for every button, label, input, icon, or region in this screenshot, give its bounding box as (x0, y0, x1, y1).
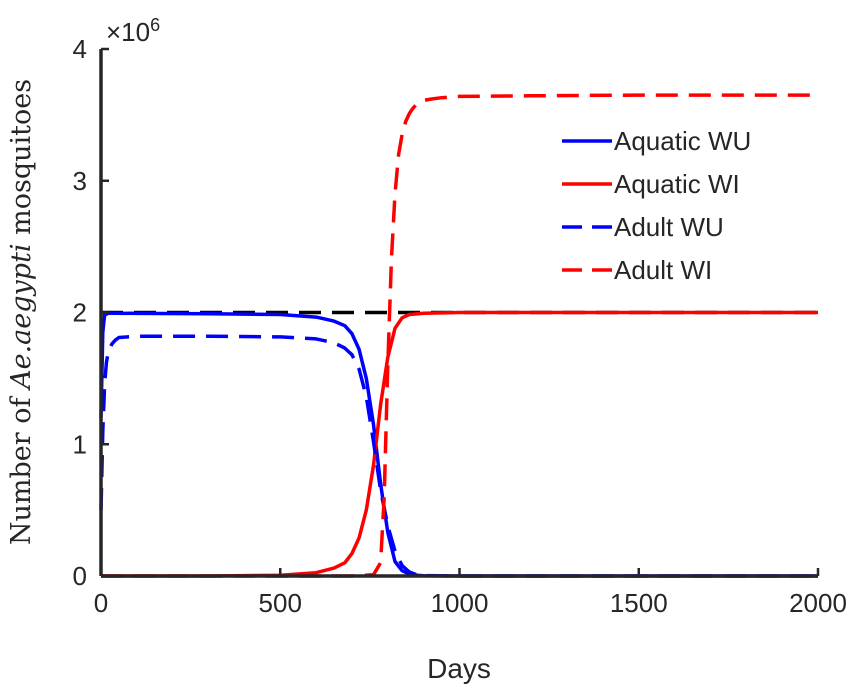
y-axis-exponent-base: ×10 (106, 17, 150, 47)
y-axis-exponent: ×106 (106, 15, 160, 47)
x-tick-label: 1500 (610, 588, 668, 618)
series-line-adult-wi (101, 93, 818, 578)
series-line-adult-wu (99, 334, 818, 578)
legend: Aquatic WU Aquatic WI Adult WU Adult WI (562, 126, 751, 285)
y-axis-title-prefix: Number of (6, 389, 37, 545)
x-axis-title: Days (427, 653, 491, 684)
x-tick-label: 0 (94, 588, 108, 618)
y-axis-exponent-power: 6 (150, 15, 160, 35)
y-axis-title-italic: Ae.aegypti (6, 243, 37, 391)
y-tick-label: 1 (73, 429, 87, 459)
ticks-layer: 0 500 1000 1500 2000 0 1 2 3 4 (73, 34, 847, 618)
y-tick-label: 3 (73, 166, 87, 196)
series-line-aquatic-wi (101, 310, 818, 578)
y-tick-label: 4 (73, 34, 87, 64)
x-tick-label: 500 (259, 588, 302, 618)
x-tick-label: 1000 (431, 588, 489, 618)
y-tick-label: 2 (73, 298, 87, 328)
legend-label-adult-wu: Adult WU (614, 212, 724, 242)
legend-label-aquatic-wu: Aquatic WU (614, 126, 751, 156)
y-axis-title-suffix: mosquitoes (6, 79, 37, 244)
y-axis-title: Number of Ae.aegypti mosquitoes (6, 79, 37, 545)
y-tick-label: 0 (73, 561, 87, 591)
legend-label-adult-wi: Adult WI (614, 255, 712, 285)
legend-label-aquatic-wi: Aquatic WI (614, 169, 740, 199)
x-tick-label: 2000 (789, 588, 847, 618)
